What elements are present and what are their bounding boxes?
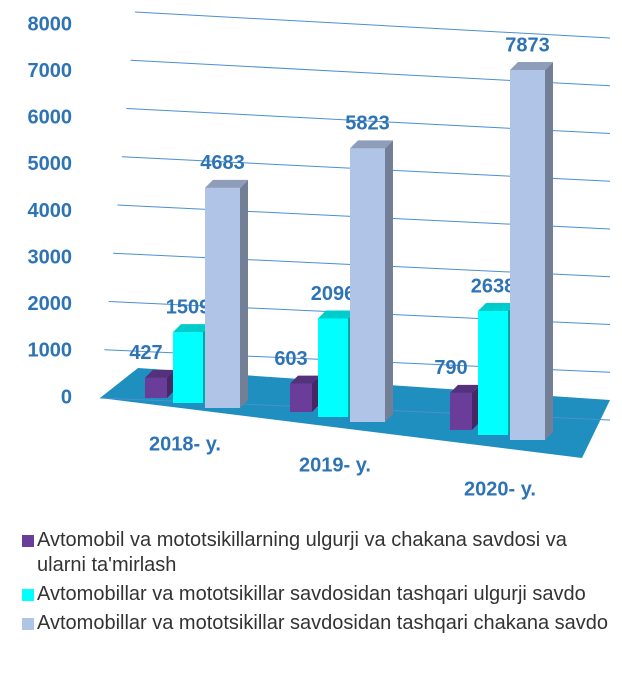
legend-swatch xyxy=(22,589,34,601)
bar xyxy=(350,140,393,422)
bar-top xyxy=(478,303,516,312)
value-label: 2638 xyxy=(471,275,516,297)
bar xyxy=(290,375,320,412)
bar-top xyxy=(290,375,320,384)
bar xyxy=(510,61,553,441)
bar-top xyxy=(205,179,248,188)
value-label: 2096 xyxy=(311,283,356,305)
y-tick-label: 1000 xyxy=(28,340,73,362)
bar-top xyxy=(318,310,356,319)
bar-top xyxy=(350,140,393,149)
value-label: 1509 xyxy=(166,296,211,318)
bar xyxy=(205,179,248,408)
y-tick-label: 7000 xyxy=(28,60,73,82)
legend-swatch xyxy=(22,535,34,547)
x-tick-label: 2018- y. xyxy=(149,433,221,455)
y-tick-label: 0 xyxy=(61,386,72,408)
bar-front xyxy=(205,187,240,408)
bar-top xyxy=(173,324,211,333)
legend-item: Avtomobillar va mototsikillar savdosidan… xyxy=(22,611,618,636)
value-label: 5823 xyxy=(345,113,390,135)
bar-side xyxy=(240,179,248,408)
value-label: 603 xyxy=(274,348,307,370)
y-tick-label: 4000 xyxy=(28,200,73,222)
bar xyxy=(450,384,480,430)
legend-label: Avtomobillar va mototsikillar savdosidan… xyxy=(37,612,609,634)
legend-label: Avtomobil va mototsikillarning ulgurji v… xyxy=(37,529,567,576)
chart: 0 1000 2000 3000 4000 5000 6000 7000 8000 2018- y… xyxy=(28,11,611,500)
legend-swatch xyxy=(22,618,34,630)
bar-side xyxy=(385,140,393,422)
value-label: 4683 xyxy=(200,152,245,174)
legend: Avtomobil va mototsikillarning ulgurji v… xyxy=(22,528,618,640)
y-tick-label: 2000 xyxy=(28,293,73,315)
x-tick-label: 2019- y. xyxy=(299,454,371,476)
y-tick-label: 3000 xyxy=(28,246,73,268)
value-label: 790 xyxy=(434,357,467,379)
bar-front xyxy=(318,318,348,417)
bar-front xyxy=(350,148,385,422)
bar-top xyxy=(145,369,175,378)
legend-label: Avtomobillar va mototsikillar savdosidan… xyxy=(37,583,586,605)
y-tick-label: 8000 xyxy=(28,13,73,35)
bar-front xyxy=(478,311,508,435)
bar xyxy=(145,369,175,398)
bar-front xyxy=(290,383,312,412)
y-tick-label: 5000 xyxy=(28,153,73,175)
legend-item: Avtomobil va mototsikillarning ulgurji v… xyxy=(22,528,618,578)
bar-front xyxy=(510,69,545,441)
bar-top xyxy=(450,384,480,393)
bar-front xyxy=(173,332,203,403)
legend-item: Avtomobillar va mototsikillar savdosidan… xyxy=(22,582,618,607)
y-tick-label: 6000 xyxy=(28,107,73,129)
bar-front xyxy=(450,392,472,430)
x-tick-label: 2020- y. xyxy=(464,478,536,500)
bar-side xyxy=(545,61,553,441)
value-label: 7873 xyxy=(505,34,550,56)
bar-front xyxy=(145,377,167,398)
grid-line xyxy=(134,11,611,39)
value-label: 427 xyxy=(129,342,162,364)
bar-top xyxy=(510,61,553,70)
